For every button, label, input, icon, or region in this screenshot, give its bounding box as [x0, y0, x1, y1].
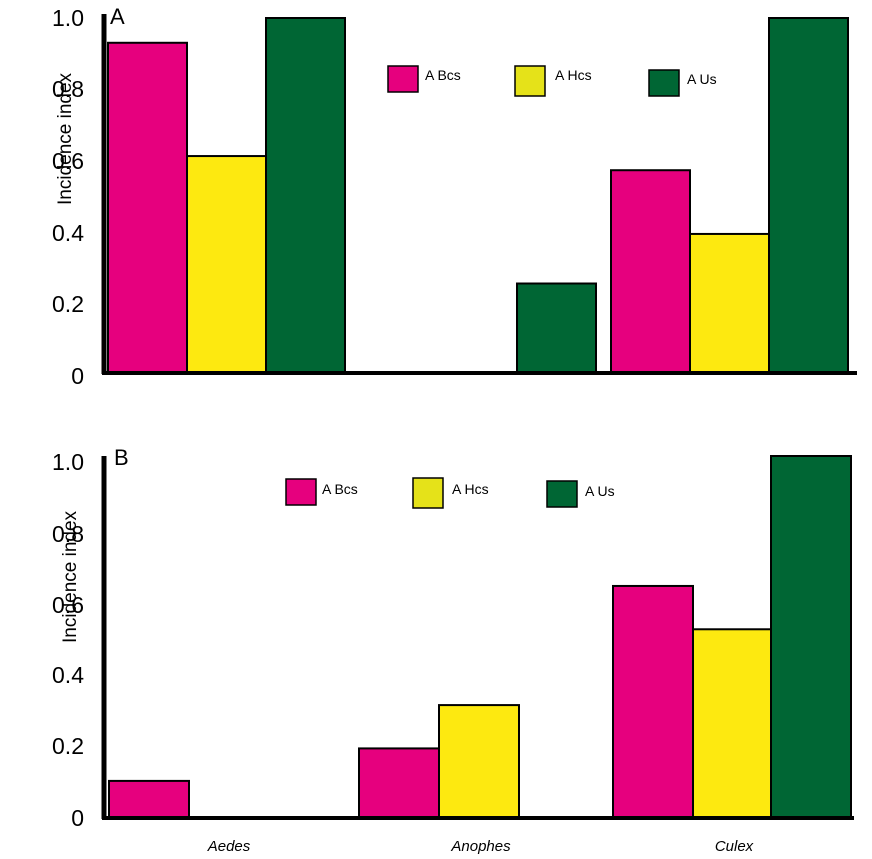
- axes: [101, 456, 854, 820]
- y-tick-label: 1.0: [52, 449, 84, 475]
- y-axis-label: Incidence index: [55, 72, 76, 205]
- legend-swatch-a-hcs: [514, 65, 546, 97]
- y-tick-label: 0.8: [52, 76, 84, 102]
- bar-a-us-aedes: [265, 17, 346, 373]
- bar-a-bcs-aedes: [107, 41, 188, 373]
- bar-a-bcs-anophes: [358, 747, 440, 818]
- y-tick-label: 0.4: [52, 662, 84, 688]
- y-tick-label: 0.8: [52, 521, 84, 547]
- legend: A Bcs A Hcs A Us: [387, 65, 717, 97]
- legend-label-a-bcs: A Bcs: [425, 67, 461, 83]
- bar-a-bcs-aedes: [108, 779, 190, 819]
- y-tick-labels: 0 0.2 0.4 0.6 0.8 1.0: [52, 5, 84, 389]
- legend: A Bcs A Hcs A Us: [285, 477, 615, 509]
- legend-swatch-a-us: [648, 69, 680, 97]
- category-label-culex: Culex: [715, 838, 754, 855]
- y-tick-label: 0.4: [52, 220, 84, 246]
- panel-label: B: [114, 445, 129, 470]
- legend-label-a-us: A Us: [687, 71, 717, 87]
- y-tick-label: 0.6: [52, 592, 84, 618]
- legend-swatch-a-hcs: [412, 477, 444, 509]
- panel-a: Incidence index A 0 0.2 0.4 0.6 0.8 1.0 A Bcs…: [52, 4, 857, 389]
- y-axis-label: Incidence index: [60, 510, 81, 643]
- y-tick-label: 0.6: [52, 148, 84, 174]
- bar-a-hcs-anophes: [438, 704, 520, 819]
- bar-a-bcs-culex: [612, 584, 694, 819]
- bar-a-hcs-culex: [692, 628, 774, 819]
- category-label-aedes: Aedes: [207, 838, 251, 855]
- y-tick-label: 0.2: [52, 733, 84, 759]
- y-tick-labels: 0 0.2 0.4 0.6 0.8 1.0: [52, 449, 84, 831]
- category-labels: Aedes Anophes Culex: [207, 838, 754, 855]
- bar-a-hcs-aedes: [186, 155, 267, 373]
- legend-label-a-bcs: A Bcs: [322, 481, 358, 497]
- legend-swatch-a-bcs: [387, 65, 419, 93]
- bar-a-us-culex: [768, 17, 849, 373]
- panel-label: A: [110, 4, 125, 29]
- y-tick-label: 0.2: [52, 291, 84, 317]
- bars: [107, 17, 849, 373]
- bars: [108, 455, 852, 819]
- legend-swatch-a-bcs: [285, 478, 317, 506]
- legend-label-a-hcs: A Hcs: [555, 67, 592, 83]
- bar-a-us-anophes: [516, 282, 597, 373]
- y-tick-label: 0: [71, 805, 84, 831]
- bar-a-hcs-culex: [689, 232, 770, 373]
- axes: [101, 14, 857, 375]
- legend-swatch-a-us: [546, 480, 578, 508]
- bar-a-us-culex: [770, 455, 852, 818]
- y-tick-label: 0: [71, 363, 84, 389]
- category-label-anophes: Anophes: [450, 838, 511, 855]
- bar-a-bcs-culex: [610, 169, 691, 373]
- legend-label-a-us: A Us: [585, 483, 615, 499]
- y-tick-label: 1.0: [52, 5, 84, 31]
- legend-label-a-hcs: A Hcs: [452, 481, 489, 497]
- panel-b: Incidence index B 0 0.2 0.4 0.6 0.8 1.0 Aedes…: [52, 445, 854, 855]
